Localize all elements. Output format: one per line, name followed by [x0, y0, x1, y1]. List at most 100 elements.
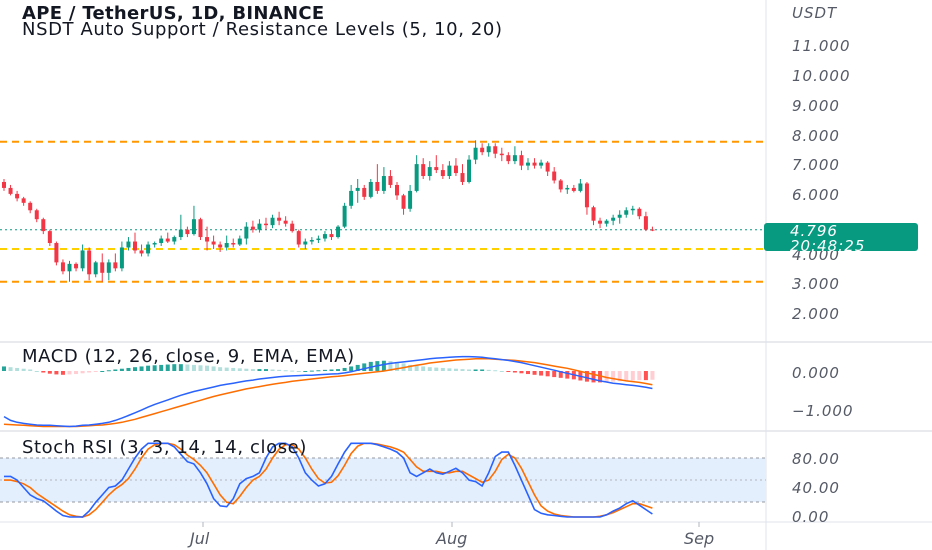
candle[interactable]: [637, 207, 642, 220]
candle[interactable]: [453, 158, 458, 177]
candle[interactable]: [447, 161, 452, 179]
candle[interactable]: [270, 214, 275, 229]
candle[interactable]: [178, 214, 183, 241]
candle[interactable]: [480, 143, 485, 156]
candle[interactable]: [565, 184, 570, 194]
candle[interactable]: [486, 143, 491, 157]
candle[interactable]: [493, 143, 498, 159]
candle[interactable]: [427, 161, 432, 181]
macd-title[interactable]: MACD (12, 26, close, 9, EMA, EMA): [22, 346, 355, 367]
candle[interactable]: [401, 193, 406, 215]
candle[interactable]: [257, 219, 262, 233]
candle[interactable]: [630, 205, 635, 215]
candle[interactable]: [499, 147, 504, 162]
candle[interactable]: [552, 167, 557, 184]
candle[interactable]: [218, 241, 223, 252]
candle[interactable]: [231, 238, 236, 248]
candle[interactable]: [67, 260, 72, 282]
candle[interactable]: [434, 155, 439, 174]
candle[interactable]: [60, 259, 65, 275]
candle[interactable]: [381, 167, 386, 194]
candle[interactable]: [309, 237, 314, 245]
candle[interactable]: [47, 229, 52, 246]
candle[interactable]: [598, 217, 603, 229]
candle[interactable]: [2, 179, 6, 191]
candle[interactable]: [139, 244, 144, 257]
candle[interactable]: [611, 214, 616, 226]
candle[interactable]: [617, 210, 622, 224]
candle[interactable]: [191, 205, 196, 236]
candle[interactable]: [604, 219, 609, 227]
candle[interactable]: [512, 146, 517, 165]
candle[interactable]: [100, 253, 105, 282]
candle[interactable]: [74, 262, 79, 272]
candle[interactable]: [388, 170, 393, 188]
candle[interactable]: [277, 211, 282, 226]
candle[interactable]: [650, 226, 655, 232]
candle[interactable]: [264, 217, 268, 230]
candle[interactable]: [414, 155, 419, 193]
candle[interactable]: [21, 196, 26, 206]
candle[interactable]: [591, 205, 596, 226]
candle[interactable]: [126, 237, 131, 251]
candle[interactable]: [460, 164, 465, 185]
candle[interactable]: [8, 184, 13, 196]
candle[interactable]: [152, 241, 157, 248]
candle[interactable]: [329, 229, 334, 241]
candle[interactable]: [368, 179, 373, 199]
indicator-title[interactable]: NSDT Auto Support / Resistance Levels (5…: [22, 19, 503, 40]
candle[interactable]: [224, 235, 229, 251]
candle[interactable]: [250, 220, 255, 233]
candle[interactable]: [375, 164, 380, 194]
candle[interactable]: [395, 181, 399, 200]
candle[interactable]: [159, 235, 164, 246]
candle[interactable]: [211, 235, 216, 249]
candle[interactable]: [473, 140, 478, 165]
candle[interactable]: [421, 158, 426, 179]
candle[interactable]: [290, 220, 295, 233]
candle[interactable]: [54, 241, 59, 266]
candle[interactable]: [362, 184, 367, 200]
candle[interactable]: [558, 179, 563, 193]
candle[interactable]: [342, 202, 347, 229]
candle[interactable]: [133, 232, 137, 254]
candle[interactable]: [408, 184, 413, 212]
candle[interactable]: [113, 253, 118, 272]
candle[interactable]: [532, 158, 537, 169]
symbol-title[interactable]: APE / TetherUS, 1D, BINANCE: [22, 3, 325, 24]
candle[interactable]: [146, 241, 151, 257]
candle[interactable]: [519, 150, 524, 171]
candle[interactable]: [303, 238, 308, 249]
candle[interactable]: [15, 190, 20, 202]
candle[interactable]: [571, 184, 576, 193]
candle[interactable]: [584, 181, 589, 215]
candle[interactable]: [316, 235, 321, 244]
candle[interactable]: [578, 179, 583, 193]
candle[interactable]: [539, 159, 544, 169]
candle[interactable]: [106, 259, 111, 281]
candle[interactable]: [296, 229, 301, 248]
candle[interactable]: [41, 217, 46, 235]
candle[interactable]: [205, 226, 210, 251]
candle[interactable]: [165, 232, 170, 244]
stoch-rsi-title[interactable]: Stoch RSI (3, 3, 14, 14, close): [22, 437, 307, 458]
candle[interactable]: [526, 158, 530, 171]
candle[interactable]: [237, 235, 242, 246]
candle[interactable]: [322, 231, 327, 242]
candle[interactable]: [467, 155, 472, 184]
candle[interactable]: [119, 241, 124, 272]
candle[interactable]: [506, 152, 511, 165]
candle[interactable]: [349, 184, 354, 209]
candle[interactable]: [336, 225, 341, 239]
candle[interactable]: [87, 247, 92, 281]
candle[interactable]: [545, 161, 550, 177]
candle[interactable]: [244, 222, 249, 245]
candle[interactable]: [185, 226, 190, 238]
candle[interactable]: [80, 244, 85, 272]
candle[interactable]: [28, 201, 33, 214]
candle[interactable]: [283, 216, 288, 227]
candle[interactable]: [93, 260, 98, 278]
candle[interactable]: [355, 179, 360, 203]
candle[interactable]: [624, 207, 629, 218]
